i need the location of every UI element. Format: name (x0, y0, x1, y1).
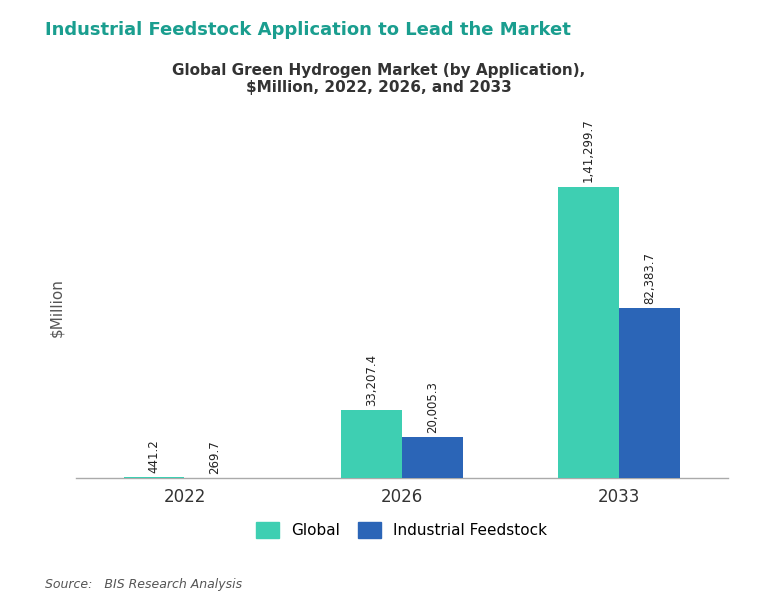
Text: 82,383.7: 82,383.7 (643, 252, 656, 304)
Bar (124, 477, 184, 478)
Legend: Global, Industrial Feedstock: Global, Industrial Feedstock (249, 514, 555, 546)
Text: 1,41,299.7: 1,41,299.7 (582, 118, 595, 182)
Bar (402, 437, 462, 478)
Bar (619, 308, 680, 478)
Text: 269.7: 269.7 (208, 440, 221, 474)
Text: Industrial Feedstock Application to Lead the Market: Industrial Feedstock Application to Lead… (45, 21, 572, 39)
Y-axis label: $Million: $Million (50, 279, 64, 337)
Text: 441.2: 441.2 (148, 440, 161, 474)
Text: Global Green Hydrogen Market (by Application),
$Million, 2022, 2026, and 2033: Global Green Hydrogen Market (by Applica… (172, 63, 586, 95)
Text: 20,005.3: 20,005.3 (426, 381, 439, 433)
Bar (341, 410, 402, 478)
Text: Source:   BIS Research Analysis: Source: BIS Research Analysis (45, 578, 243, 591)
Text: 33,207.4: 33,207.4 (365, 353, 377, 405)
Bar (558, 187, 619, 478)
